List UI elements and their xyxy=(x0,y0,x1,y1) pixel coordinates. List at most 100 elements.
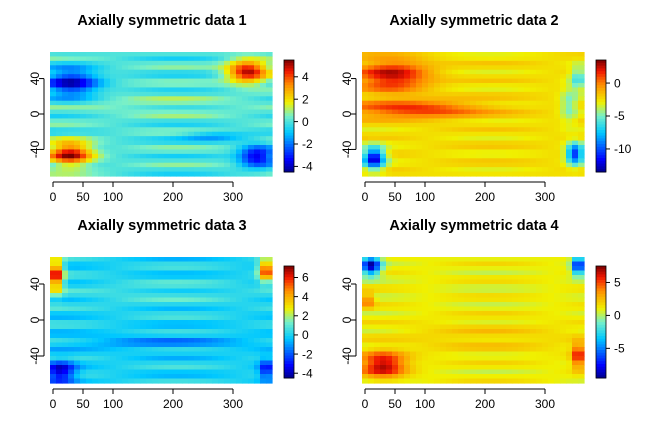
heatmap-cell xyxy=(506,288,513,294)
heatmap-cell xyxy=(374,65,381,71)
heatmap-cell xyxy=(422,311,429,317)
heatmap-cell xyxy=(218,100,225,106)
heatmap-cell xyxy=(374,279,381,285)
heatmap-cell xyxy=(140,333,147,339)
heatmap-cell xyxy=(182,320,189,326)
heatmap-cell xyxy=(86,127,93,133)
heatmap-cell xyxy=(242,114,249,120)
heatmap-cell xyxy=(140,131,147,137)
heatmap-cell xyxy=(92,365,99,371)
heatmap-cell xyxy=(422,105,429,111)
y-tick-label: 40 xyxy=(28,72,42,86)
heatmap-cell xyxy=(374,365,381,371)
heatmap-cell xyxy=(362,145,369,151)
heatmap-cell xyxy=(368,78,375,84)
heatmap-cell xyxy=(134,91,141,97)
colorbar-swatch xyxy=(284,135,294,139)
heatmap-cell xyxy=(86,153,93,159)
heatmap-cell xyxy=(572,320,579,326)
heatmap-cell xyxy=(158,347,165,353)
heatmap-cell xyxy=(542,60,549,66)
heatmap-cell xyxy=(398,302,405,308)
heatmap-cell xyxy=(248,127,255,133)
heatmap-cell xyxy=(68,275,75,281)
heatmap-cell xyxy=(170,347,177,353)
heatmap-cell xyxy=(212,171,219,177)
heatmap-cell xyxy=(236,114,243,120)
heatmap-cell xyxy=(530,105,537,111)
heatmap-cell xyxy=(530,347,537,353)
heatmap-cell xyxy=(578,261,585,267)
heatmap-cell xyxy=(500,167,507,173)
heatmap-cell xyxy=(140,56,147,62)
heatmap-cell xyxy=(236,153,243,159)
colorbar-swatch xyxy=(596,355,606,359)
heatmap-cell xyxy=(494,351,501,357)
heatmap-cell xyxy=(176,311,183,317)
colorbar-swatch xyxy=(596,296,606,301)
heatmap-cell xyxy=(488,342,495,348)
heatmap-cell xyxy=(440,83,447,89)
colorbar-swatch xyxy=(284,369,294,373)
colorbar-swatch xyxy=(284,338,294,343)
heatmap-cell xyxy=(518,306,525,312)
chart-title: Axially symmetric data 1 xyxy=(77,13,246,29)
heatmap-cell xyxy=(50,369,57,375)
heatmap-cell xyxy=(404,83,411,89)
heatmap-cell xyxy=(230,74,237,80)
heatmap-cell xyxy=(440,78,447,84)
heatmap-cell xyxy=(536,91,543,97)
heatmap-cell xyxy=(494,122,501,128)
heatmap-cell xyxy=(488,338,495,344)
heatmap-cell xyxy=(134,100,141,106)
heatmap-cell xyxy=(80,127,87,133)
heatmap-cell xyxy=(200,338,207,344)
heatmap-cell xyxy=(116,257,123,263)
heatmap-cell xyxy=(446,297,453,303)
heatmap-cell xyxy=(464,369,471,375)
heatmap-cell xyxy=(512,329,519,335)
heatmap-cell xyxy=(248,122,255,128)
heatmap-cell xyxy=(422,329,429,335)
heatmap-cell xyxy=(224,136,231,142)
heatmap-cell xyxy=(560,87,567,93)
heatmap-cell xyxy=(548,324,555,330)
heatmap-cell xyxy=(476,167,483,173)
heatmap-cell xyxy=(188,56,195,62)
heatmap-cell xyxy=(176,105,183,111)
heatmap-cell xyxy=(530,320,537,326)
heatmap-cell xyxy=(446,270,453,276)
heatmap-cell xyxy=(452,257,459,263)
heatmap-cell xyxy=(128,333,135,339)
heatmap-cell xyxy=(440,365,447,371)
heatmap-cell xyxy=(62,52,69,58)
heatmap-cell xyxy=(230,315,237,321)
heatmap-cell xyxy=(170,342,177,348)
heatmap-cell xyxy=(566,87,573,93)
heatmap-cell xyxy=(236,127,243,133)
heatmap-cell xyxy=(104,78,111,84)
heatmap-cell xyxy=(368,365,375,371)
heatmap-cell xyxy=(422,149,429,155)
heatmap-cell xyxy=(98,270,105,276)
heatmap-cell xyxy=(74,74,81,80)
colorbar-swatch xyxy=(596,76,606,81)
heatmap-cell xyxy=(218,315,225,321)
heatmap-cell xyxy=(548,374,555,380)
heatmap-cell xyxy=(242,338,249,344)
heatmap-cell xyxy=(194,342,201,348)
heatmap-cell xyxy=(404,306,411,312)
heatmap-cell xyxy=(146,324,153,330)
heatmap-cell xyxy=(188,140,195,146)
colorbar-swatch xyxy=(596,88,606,92)
heatmap-cell xyxy=(176,306,183,312)
heatmap-cell xyxy=(464,266,471,272)
heatmap-cell xyxy=(506,293,513,299)
heatmap-cell xyxy=(218,306,225,312)
colorbar-swatch xyxy=(284,313,294,317)
heatmap-cell xyxy=(80,338,87,344)
heatmap-cell xyxy=(428,275,435,281)
heatmap-cell xyxy=(560,302,567,308)
heatmap-cell xyxy=(170,167,177,173)
heatmap-cell xyxy=(362,261,369,267)
